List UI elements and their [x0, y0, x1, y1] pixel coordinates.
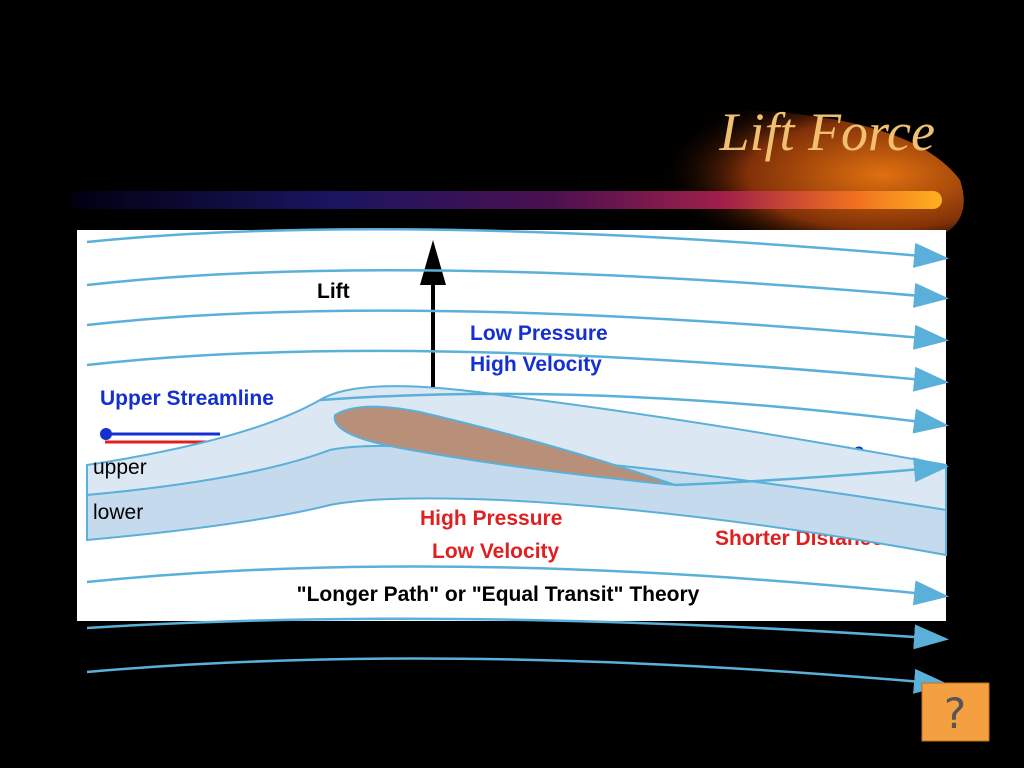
- band-label: upper: [93, 456, 147, 479]
- lower-band: [86, 445, 947, 557]
- slide-title: Lift Force: [719, 102, 935, 162]
- title-bar: [70, 191, 942, 209]
- caption: "Longer Path" or "Equal Transit" Theory: [297, 583, 700, 606]
- bottom-label: Low Velocity: [432, 540, 560, 563]
- help-button[interactable]: [921, 682, 990, 742]
- top-label: High Velocity: [470, 353, 602, 376]
- bottom-label: High Pressure: [420, 507, 562, 530]
- lift-arrowhead: [420, 240, 446, 285]
- help-button-label[interactable]: ?: [944, 689, 966, 738]
- top-label: Low Pressure: [470, 322, 608, 345]
- streamline-dot: [100, 428, 112, 440]
- streamlines: [86, 227, 949, 694]
- band-label: lower: [93, 501, 143, 524]
- lift-label: Lift: [317, 280, 350, 303]
- upper-streamline-label: Upper Streamline: [100, 387, 274, 410]
